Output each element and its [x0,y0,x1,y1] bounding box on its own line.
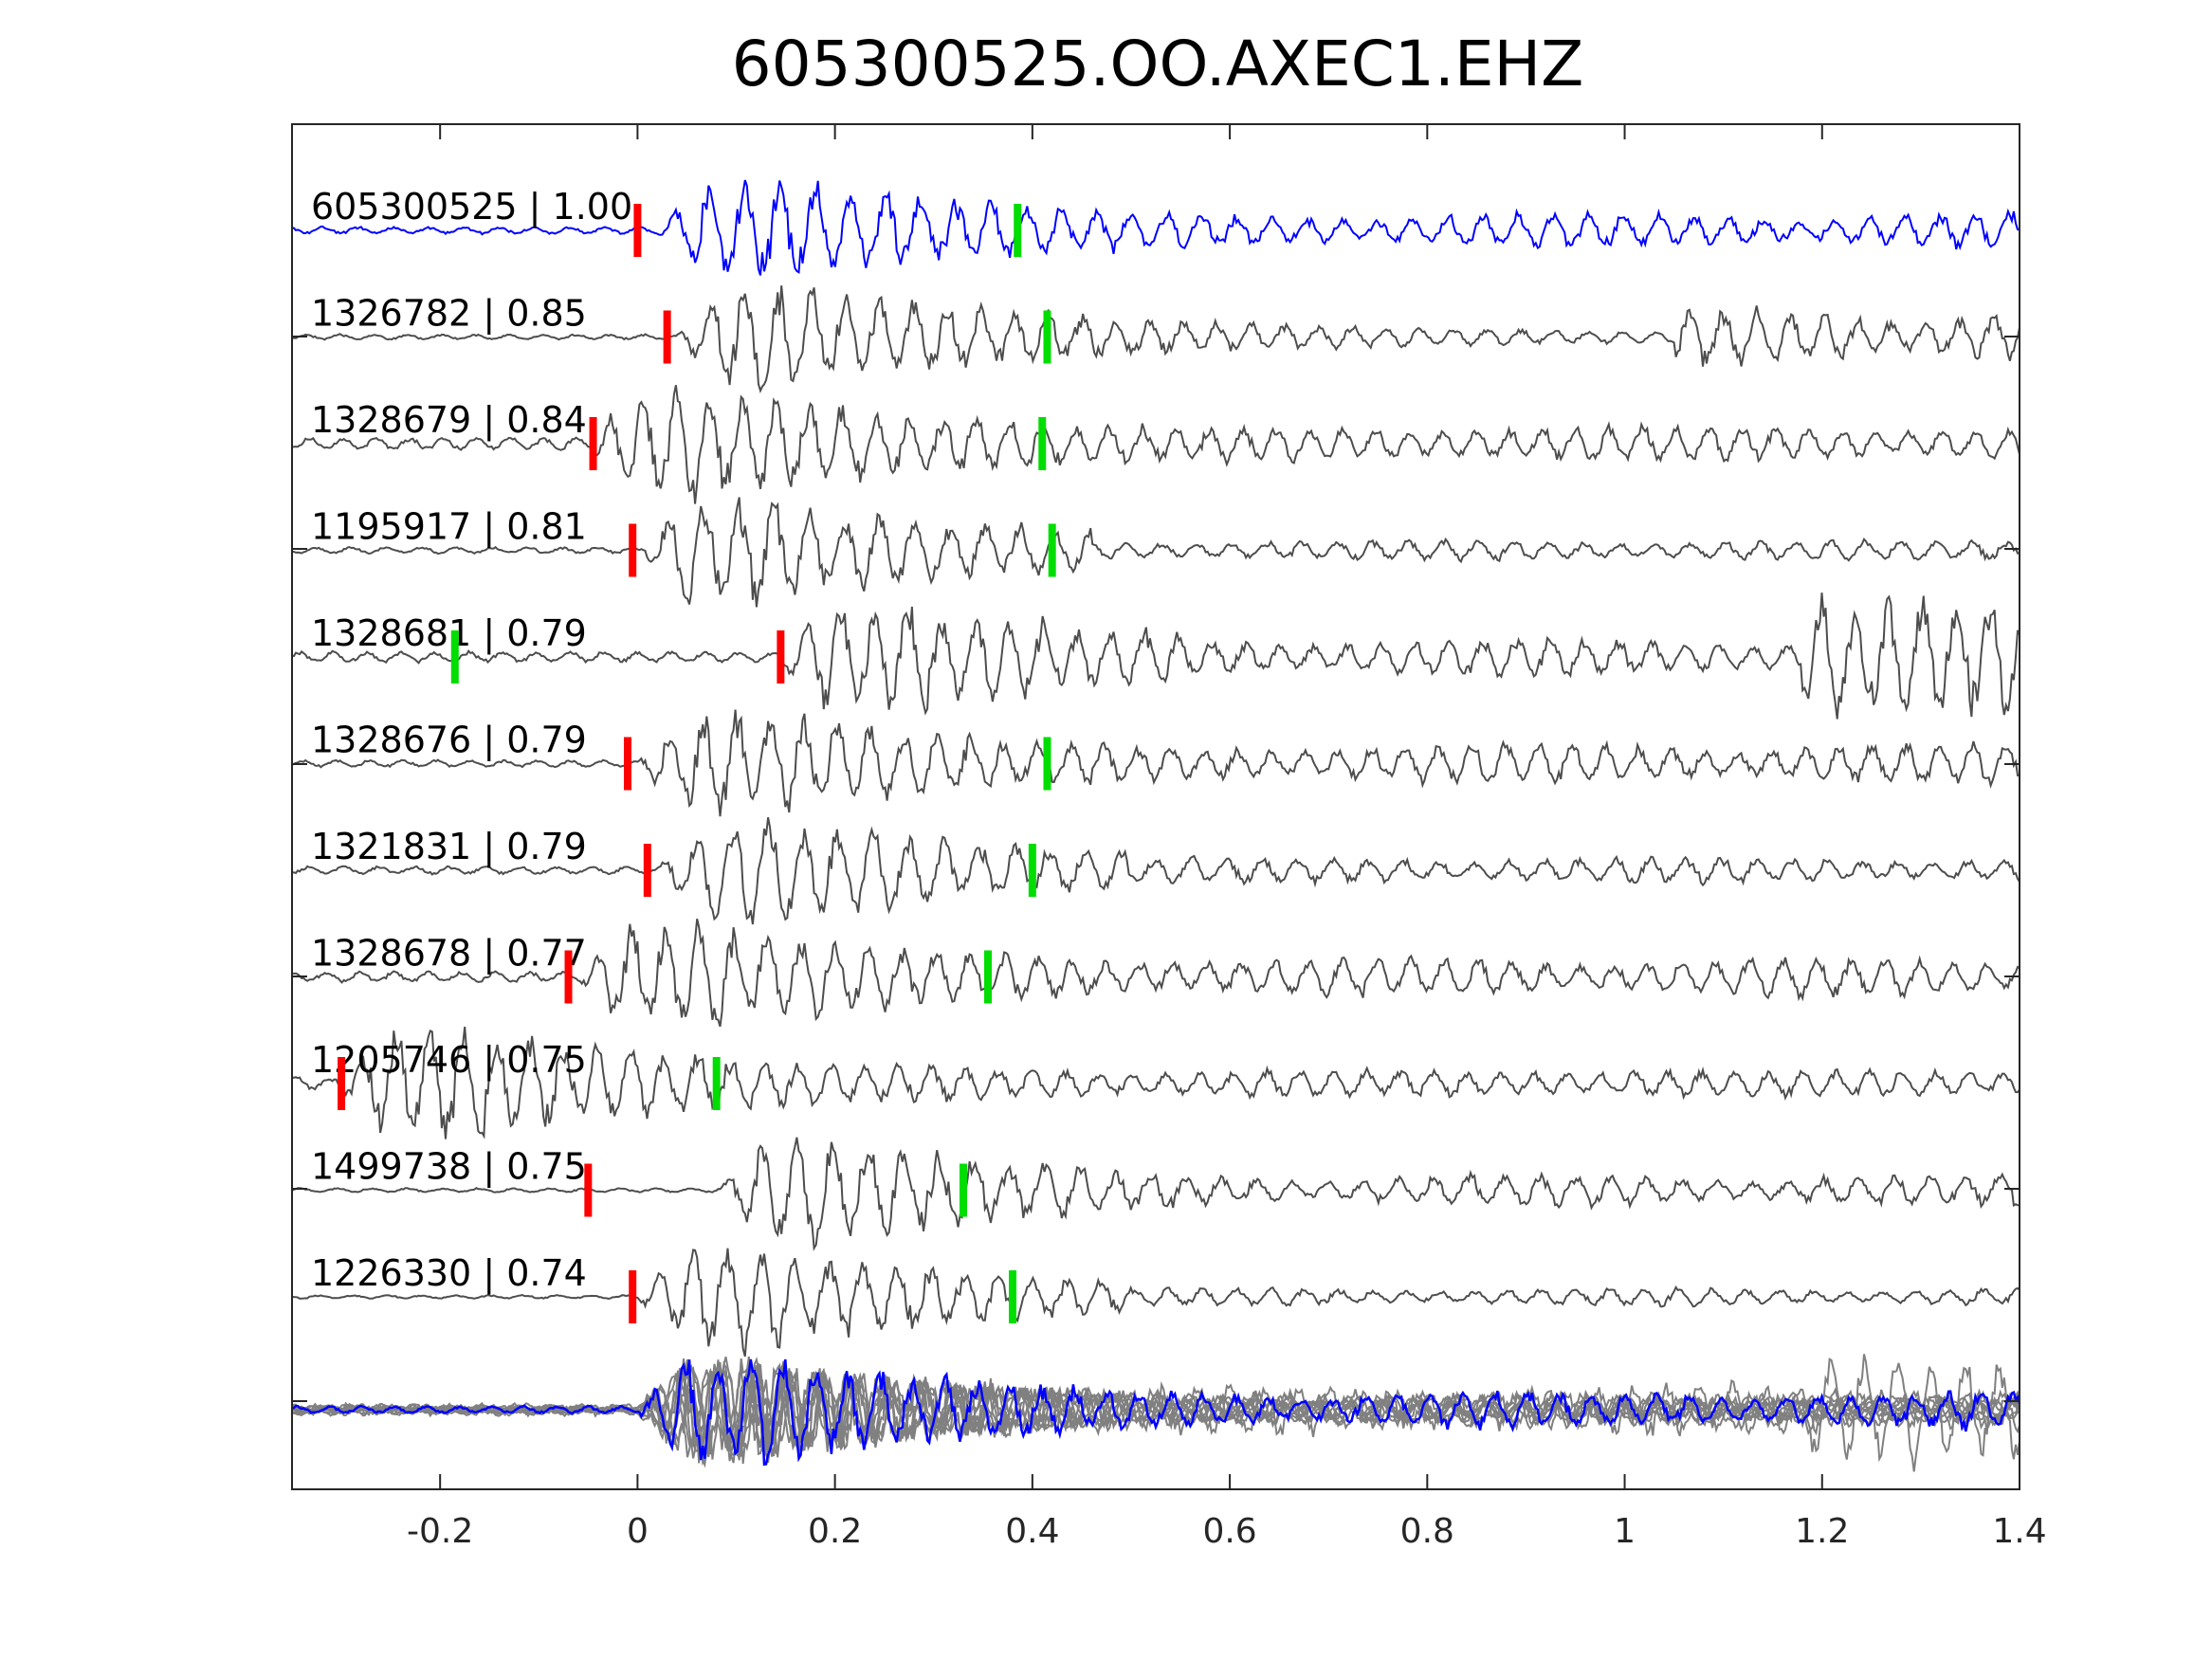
trace-1205746 [291,1026,2020,1139]
trace-1328676 [291,709,2020,817]
x-tick-label: -0.2 [407,1512,473,1551]
x-tick-label: 1.4 [1992,1512,2046,1551]
trace-label-1499738: 1499738 | 0.75 [311,1146,587,1189]
x-axis: -0.2 0 0.2 0.4 0.6 0.8 1 1.2 1.4 [407,124,2047,1551]
trace-label-1326782: 1326782 | 0.85 [311,293,587,336]
x-tick-label: 0 [627,1512,649,1551]
stack-template-trace [291,1358,2021,1467]
trace-label-1205746: 1205746 | 0.75 [311,1039,587,1082]
trace-label-1328678: 1328678 | 0.77 [311,933,587,975]
chart-title: 605300525.OO.AXEC1.EHZ [732,27,1584,100]
y-axis-ticks [292,123,2020,1402]
trace-1328678 [291,918,2020,1028]
trace-label-1328679: 1328679 | 0.84 [311,399,587,442]
trace-1326782 [291,285,2020,393]
x-tick-label: 0.6 [1202,1512,1256,1551]
trace-1226330 [291,1248,2020,1358]
stack-trace-1226330 [291,1362,2020,1459]
trace-label-1328681: 1328681 | 0.79 [311,612,587,655]
x-tick-label: 0.8 [1400,1512,1454,1551]
x-tick-label: 1 [1614,1512,1636,1551]
x-tick-label: 0.2 [808,1512,862,1551]
plot-area: 605300525 | 1.00 1326782 | 0.85 1328679 | … [291,179,2021,1472]
x-tick-label: 0.4 [1005,1512,1059,1551]
trace-605300525 [291,179,2020,276]
trace-1499738 [291,1137,2020,1251]
axes-box [291,123,2020,1490]
trace-label-605300525: 605300525 | 1.00 [311,186,632,228]
trace-label-1195917: 1195917 | 0.81 [311,506,587,549]
trace-1321831 [291,817,2020,925]
trace-label-1328676: 1328676 | 0.79 [311,720,587,762]
trace-label-1321831: 1321831 | 0.79 [311,826,587,868]
trace-1328679 [291,385,2020,504]
x-tick-label: 1.2 [1795,1512,1849,1551]
trace-1195917 [292,497,2020,608]
trace-1328681 [291,592,2020,720]
trace-label-1226330: 1226330 | 0.74 [311,1252,587,1295]
